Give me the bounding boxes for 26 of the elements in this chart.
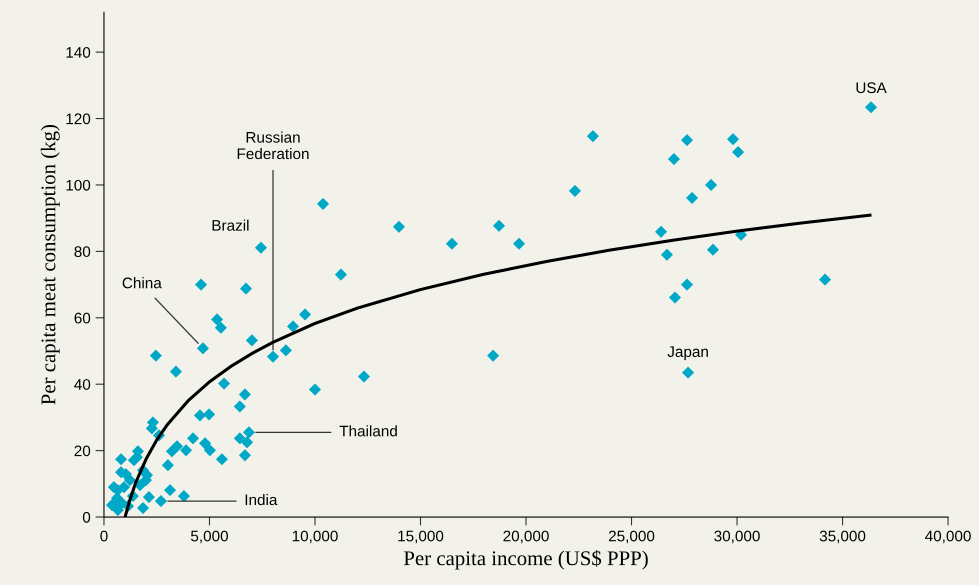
annotation: India bbox=[246, 494, 278, 506]
annotation: Brazil bbox=[212, 220, 248, 231]
y-tick-label: 20 bbox=[74, 445, 90, 456]
annotation: USA bbox=[856, 82, 887, 94]
y-axis-title: Per capita meat consumption (kg) bbox=[40, 124, 60, 405]
y-tick-label: 60 bbox=[74, 312, 90, 324]
x-tick-label: 10,000 bbox=[292, 530, 338, 544]
annotation: Japan bbox=[668, 346, 708, 360]
annotation: China bbox=[122, 277, 162, 288]
y-tick-label: 0 bbox=[82, 512, 90, 523]
x-tick-label: 25,000 bbox=[608, 530, 654, 544]
x-tick-label: 20,000 bbox=[503, 530, 549, 544]
y-tick-label: 100 bbox=[66, 180, 90, 191]
x-tick-label: 30,000 bbox=[714, 530, 760, 544]
annotation: Russian Federation bbox=[238, 131, 309, 160]
y-tick-label: 140 bbox=[66, 47, 90, 58]
y-tick-label: 120 bbox=[66, 113, 90, 124]
x-axis-title: Per capita income (US$ PPP) bbox=[404, 550, 648, 570]
y-tick-label: 80 bbox=[74, 246, 90, 258]
x-tick-label: 15,000 bbox=[398, 530, 444, 544]
x-tick-label: 40,000 bbox=[925, 530, 971, 544]
y-tick-label: 40 bbox=[74, 379, 90, 390]
x-tick-label: 5,000 bbox=[190, 530, 228, 544]
x-tick-label: 35,000 bbox=[820, 530, 866, 544]
x-tick-label: 0 bbox=[100, 530, 108, 542]
annotation: Thailand bbox=[340, 425, 397, 436]
